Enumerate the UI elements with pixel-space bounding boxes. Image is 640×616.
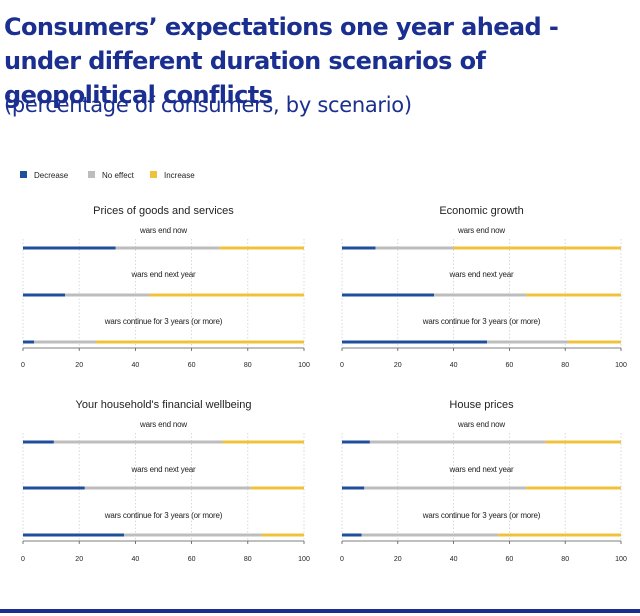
panel-4-tick-label-20: 20 — [394, 556, 402, 563]
panel-3-bar-3-no-effect — [124, 533, 262, 537]
panel-2-scenario-label-2: wars end next year — [449, 270, 515, 279]
panel-3-bar-2-decrease — [23, 486, 85, 490]
panel-1-bar-2-increase — [149, 293, 304, 297]
panel-3-scenario-label-2: wars end next year — [131, 465, 197, 474]
panel-4-bar-3-increase — [498, 533, 621, 537]
panel-3-tick-label-0: 0 — [21, 556, 25, 563]
legend-swatch-no-effect — [88, 171, 95, 178]
panel-2-tick-label-100: 100 — [615, 362, 627, 369]
panel-1-bar-2-no-effect — [65, 293, 150, 297]
panel-2-scenario-label-3: wars continue for 3 years (or more) — [422, 317, 541, 326]
panel-2-title: Economic growth — [439, 205, 523, 217]
panel-2-bar-2-no-effect — [434, 293, 527, 297]
panel-4-tick-label-0: 0 — [340, 556, 344, 563]
panel-4-bar-1-decrease — [342, 440, 370, 444]
panel-1-tick-label-40: 40 — [132, 362, 140, 369]
panel-4-title: House prices — [449, 399, 514, 411]
legend-swatch-decrease — [20, 171, 27, 178]
panel-2-bar-1-increase — [453, 246, 621, 250]
panel-3-bar-2-no-effect — [84, 486, 251, 490]
panel-4-bar-2-no-effect — [364, 486, 527, 490]
panel-3-bar-1-increase — [222, 440, 304, 444]
panel-3-title: Your household's financial wellbeing — [76, 399, 252, 411]
panel-4-bar-2-decrease — [342, 486, 365, 490]
chart-subtitle: (percentage of consumers, by scenario) — [4, 93, 412, 117]
panel-4-tick-label-40: 40 — [450, 556, 458, 563]
panel-3-scenario-label-1: wars end now — [139, 420, 187, 429]
panel-1-bar-3-increase — [96, 340, 304, 344]
panel-2-tick-label-40: 40 — [450, 362, 458, 369]
legend-label-decrease: Decrease — [34, 171, 69, 180]
panel-1-tick-label-60: 60 — [188, 362, 196, 369]
panel-3-tick-label-80: 80 — [244, 556, 252, 563]
panel-2-tick-label-80: 80 — [561, 362, 569, 369]
panel-2-bar-3-decrease — [342, 340, 488, 344]
bottom-divider — [0, 609, 640, 613]
panel-2-scenario-label-1: wars end now — [457, 226, 505, 235]
legend-label-no-effect: No effect — [102, 171, 135, 180]
panel-1-scenario-label-3: wars continue for 3 years (or more) — [104, 317, 223, 326]
panel-1-bar-1-decrease — [23, 246, 116, 250]
panel-4-scenario-label-1: wars end now — [457, 420, 505, 429]
panel-4-bar-1-no-effect — [369, 440, 546, 444]
chart-title: Consumers’ expectations one year ahead -… — [4, 13, 559, 109]
panel-3-bar-3-increase — [261, 533, 304, 537]
panel-3-tick-label-60: 60 — [188, 556, 196, 563]
panel-4-tick-label-60: 60 — [506, 556, 514, 563]
panel-4-tick-label-100: 100 — [615, 556, 627, 563]
panel-4-bar-3-decrease — [342, 533, 362, 537]
panel-3-tick-label-100: 100 — [298, 556, 310, 563]
panel-4-scenario-label-3: wars continue for 3 years (or more) — [422, 511, 541, 520]
panel-2-bar-3-no-effect — [487, 340, 568, 344]
panel-4-tick-label-80: 80 — [561, 556, 569, 563]
panel-2-bar-3-increase — [567, 340, 621, 344]
panel-1-tick-label-20: 20 — [75, 362, 83, 369]
legend-label-increase: Increase — [164, 171, 195, 180]
panel-1-title: Prices of goods and services — [93, 205, 234, 217]
panel-3-bar-1-no-effect — [53, 440, 223, 444]
panel-2-tick-label-20: 20 — [394, 362, 402, 369]
legend-swatch-increase — [150, 171, 157, 178]
panel-1-bar-3-decrease — [23, 340, 35, 344]
panel-3-scenario-label-3: wars continue for 3 years (or more) — [104, 511, 223, 520]
panel-2-bar-1-decrease — [342, 246, 376, 250]
panel-1-scenario-label-1: wars end now — [139, 226, 187, 235]
panel-3-tick-label-20: 20 — [75, 556, 83, 563]
panel-2-tick-label-60: 60 — [506, 362, 514, 369]
panel-4-scenario-label-2: wars end next year — [449, 465, 515, 474]
panel-3-bar-1-decrease — [23, 440, 54, 444]
panel-3-bar-3-decrease — [23, 533, 125, 537]
panel-1-tick-label-80: 80 — [244, 362, 252, 369]
panel-1-bar-3-no-effect — [34, 340, 97, 344]
panel-2-tick-label-0: 0 — [340, 362, 344, 369]
panel-2-bar-2-decrease — [342, 293, 435, 297]
panel-1-bar-2-decrease — [23, 293, 66, 297]
panel-2-bar-2-increase — [526, 293, 621, 297]
panel-3-tick-label-40: 40 — [132, 556, 140, 563]
panel-1-tick-label-100: 100 — [298, 362, 310, 369]
panel-1-bar-1-no-effect — [115, 246, 220, 250]
panel-1-bar-1-increase — [219, 246, 304, 250]
panel-1-scenario-label-2: wars end next year — [131, 270, 197, 279]
panel-2-bar-1-no-effect — [375, 246, 454, 250]
panel-1-tick-label-0: 0 — [21, 362, 25, 369]
panel-4-bar-1-increase — [545, 440, 621, 444]
panel-4-bar-3-no-effect — [361, 533, 499, 537]
panel-3-bar-2-increase — [250, 486, 304, 490]
panel-4-bar-2-increase — [526, 486, 621, 490]
